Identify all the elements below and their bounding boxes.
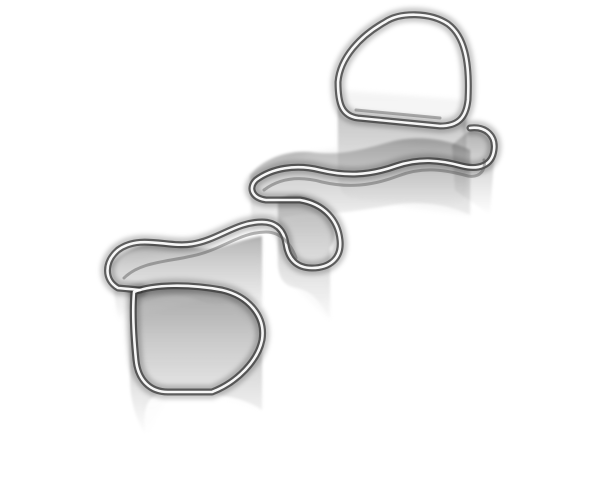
rim-outlines (100, 7, 502, 399)
